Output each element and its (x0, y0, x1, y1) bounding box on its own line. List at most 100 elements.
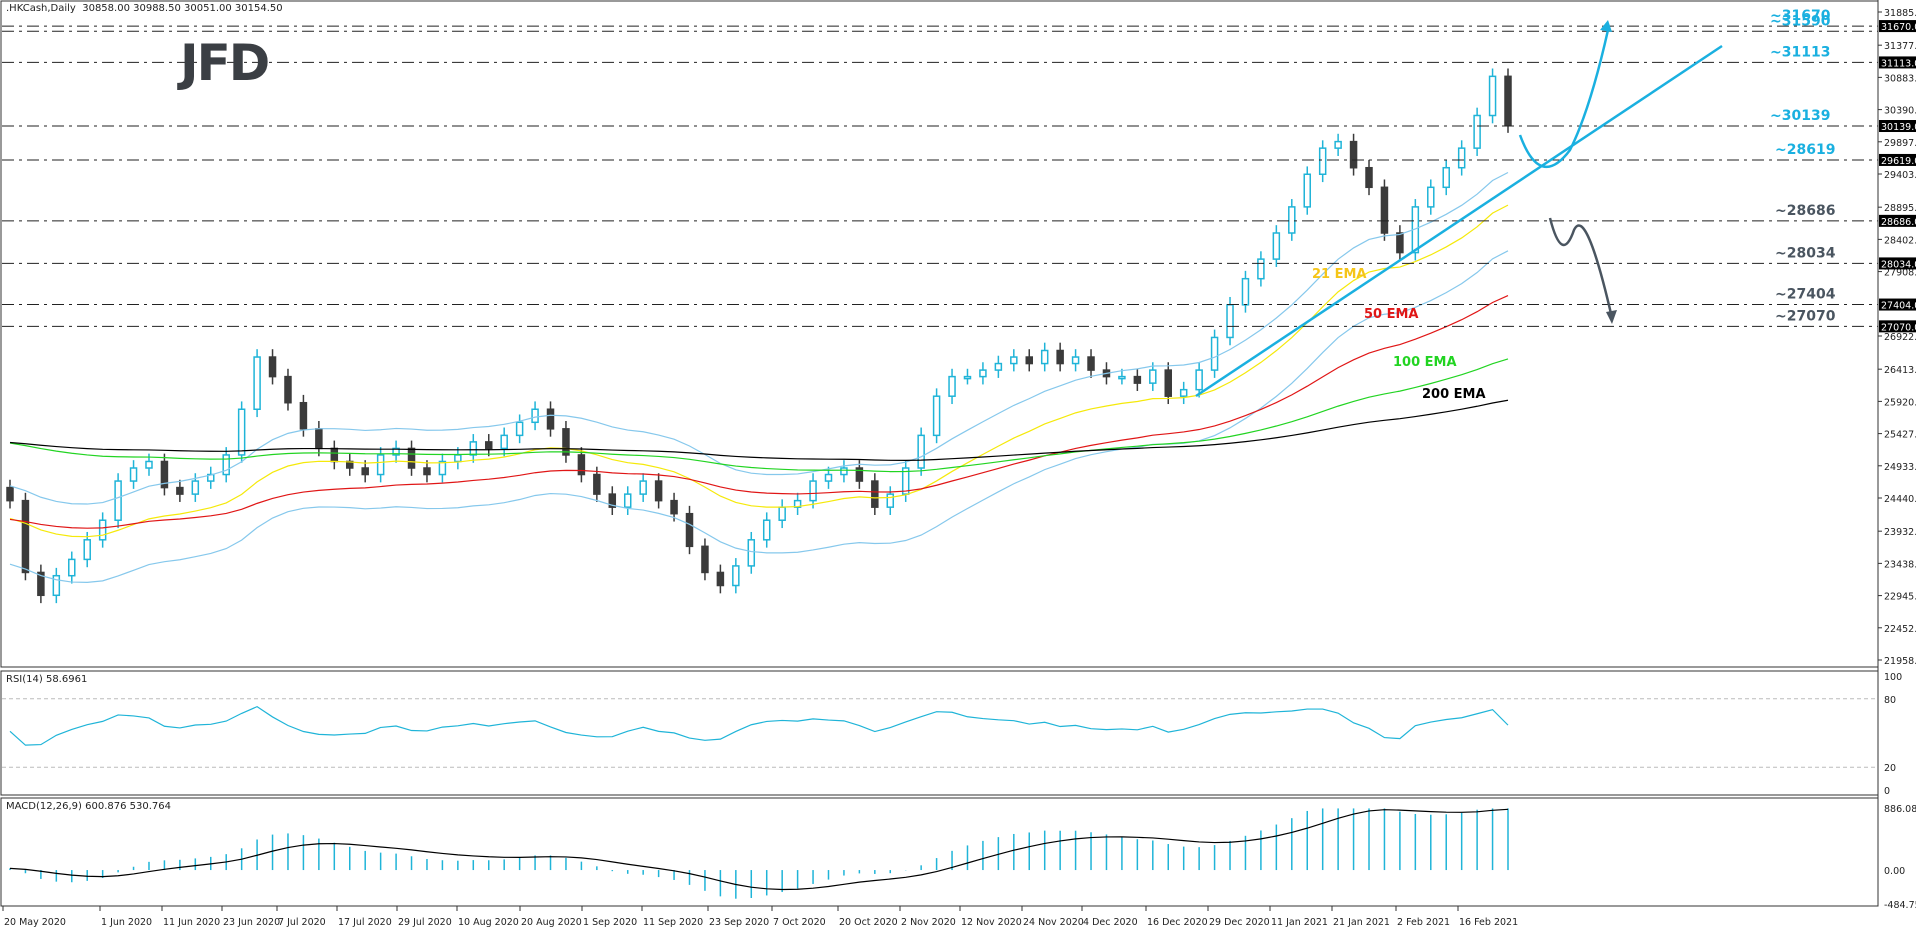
candle (1179, 388, 1188, 397)
candle (176, 486, 184, 495)
candle (6, 486, 14, 502)
candle (531, 408, 539, 424)
svg-text:29 Dec 2020: 29 Dec 2020 (1209, 917, 1270, 928)
svg-text:28034.00: 28034.00 (1881, 259, 1916, 270)
svg-text:2 Feb 2021: 2 Feb 2021 (1397, 917, 1450, 928)
svg-text:22945.45: 22945.45 (1884, 592, 1916, 603)
candle (1349, 140, 1358, 169)
candle (454, 454, 462, 463)
candle (1272, 232, 1281, 260)
candle (253, 356, 261, 411)
svg-text:11 Jun 2020: 11 Jun 2020 (163, 917, 220, 928)
svg-text:29403.85: 29403.85 (1884, 170, 1916, 181)
candle (778, 506, 786, 521)
candle (52, 574, 61, 597)
candle (732, 565, 740, 587)
candle (361, 467, 369, 476)
candle (129, 467, 138, 482)
candle (37, 571, 45, 597)
candle (330, 447, 339, 463)
candle (1087, 356, 1095, 371)
rsi-header: RSI(14) 58.6961 (6, 674, 88, 685)
candle (1473, 114, 1481, 149)
candle (1040, 349, 1049, 365)
candle (1164, 369, 1172, 397)
candle (824, 473, 833, 482)
candle (21, 499, 30, 574)
svg-text:20 May 2020: 20 May 2020 (4, 917, 66, 928)
candle (685, 512, 694, 548)
candle (1210, 336, 1219, 371)
svg-text:25920.50: 25920.50 (1884, 397, 1916, 408)
svg-text:80: 80 (1884, 695, 1896, 706)
svg-text:31377.25: 31377.25 (1884, 41, 1916, 52)
candle (1457, 147, 1466, 169)
svg-text:31885.55: 31885.55 (1884, 8, 1916, 19)
candle (284, 375, 292, 404)
candle (160, 460, 169, 489)
chart-title: .HKCash,Daily 30858.00 30988.50 30051.00… (6, 3, 283, 14)
candle (515, 421, 524, 437)
svg-text:21 EMA: 21 EMA (1312, 267, 1367, 282)
svg-text:~27070: ~27070 (1775, 308, 1836, 324)
svg-text:23932.15: 23932.15 (1884, 527, 1916, 538)
candle (469, 441, 478, 456)
candle (546, 408, 555, 430)
svg-text:27908.85: 27908.85 (1884, 268, 1916, 279)
candle (407, 447, 416, 469)
svg-text:12 Nov 2020: 12 Nov 2020 (961, 917, 1022, 928)
svg-text:~31113: ~31113 (1770, 44, 1830, 60)
candle (762, 519, 771, 541)
candle (1071, 356, 1080, 365)
svg-text:17 Jul 2020: 17 Jul 2020 (338, 917, 392, 928)
candle (670, 499, 678, 515)
svg-text:200 EMA: 200 EMA (1422, 387, 1486, 402)
svg-text:0.00: 0.00 (1884, 866, 1905, 877)
candle (562, 428, 570, 456)
svg-text:~28619: ~28619 (1775, 142, 1835, 158)
candle (484, 441, 493, 450)
candle (654, 480, 663, 502)
candle (1149, 369, 1157, 384)
svg-text:29619.00: 29619.00 (1881, 156, 1916, 167)
candle (917, 434, 925, 469)
svg-text:28686.00: 28686.00 (1881, 217, 1916, 228)
candle (1303, 173, 1311, 208)
candle (237, 408, 246, 456)
candle (376, 454, 385, 476)
candle (886, 493, 895, 508)
svg-text:50 EMA: 50 EMA (1364, 307, 1419, 322)
svg-text:29897.20: 29897.20 (1884, 138, 1916, 149)
svg-text:7 Jul 2020: 7 Jul 2020 (278, 917, 326, 928)
candle (593, 473, 601, 495)
svg-text:26922.15: 26922.15 (1884, 332, 1916, 343)
svg-text:30883.90: 30883.90 (1884, 73, 1916, 84)
candle (608, 493, 617, 508)
candle (1195, 369, 1203, 391)
svg-text:31670.00: 31670.00 (1881, 22, 1916, 33)
candle (1488, 75, 1497, 117)
candle (1334, 140, 1342, 149)
svg-text:~31670: ~31670 (1770, 8, 1831, 24)
candle (1396, 232, 1404, 254)
svg-text:1 Sep 2020: 1 Sep 2020 (583, 917, 637, 928)
svg-text:20: 20 (1884, 763, 1896, 774)
svg-text:24 Nov 2020: 24 Nov 2020 (1023, 917, 1084, 928)
candle (994, 362, 1003, 371)
candle (1241, 277, 1250, 306)
candle (1056, 349, 1064, 365)
candle (1025, 356, 1034, 365)
svg-text:21 Jan 2021: 21 Jan 2021 (1333, 917, 1390, 928)
svg-text:11 Sep 2020: 11 Sep 2020 (643, 917, 703, 928)
svg-text:7 Oct 2020: 7 Oct 2020 (773, 917, 826, 928)
candle (1133, 375, 1142, 384)
candle (1365, 166, 1373, 189)
svg-text:22452.10: 22452.10 (1884, 624, 1916, 635)
candle (315, 428, 323, 450)
candle (1427, 186, 1435, 208)
candle (438, 460, 447, 476)
candle (222, 454, 230, 476)
svg-text:29 Jul 2020: 29 Jul 2020 (398, 917, 452, 928)
candle (114, 480, 122, 521)
